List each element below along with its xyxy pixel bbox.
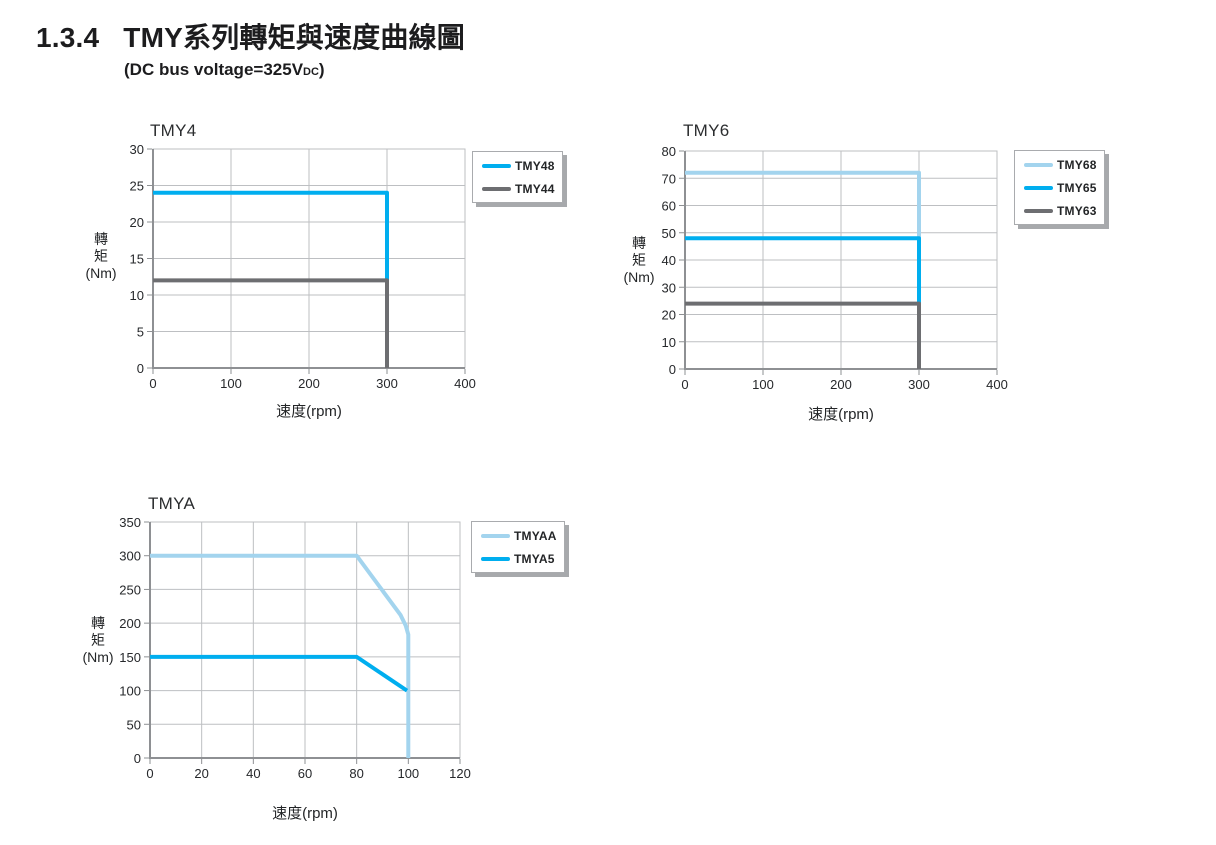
legend-line-swatch — [482, 186, 511, 191]
x-tick-label: 100 — [220, 376, 242, 391]
legend-label: TMY65 — [1057, 180, 1097, 195]
series-line-TMY48 — [153, 190, 389, 281]
legend-entry: TMY48 — [482, 154, 555, 177]
y-tick-label: 10 — [130, 288, 144, 303]
subtitle-prefix: (DC bus voltage=325V — [124, 60, 304, 79]
legend-entry: TMY68 — [1024, 153, 1097, 176]
chart-tmya-title: TMYA — [148, 494, 196, 513]
y-tick-label: 0 — [137, 361, 144, 376]
y-tick-label: 350 — [119, 515, 141, 530]
subtitle-suffix: ) — [318, 60, 325, 79]
series-line-TMY65 — [685, 236, 921, 304]
y-tick-label: 25 — [130, 179, 144, 194]
section-number: 1.3.4 — [36, 22, 100, 53]
legend-line-swatch — [1024, 185, 1053, 190]
x-tick-label: 400 — [986, 377, 1008, 392]
y-tick-label: 0 — [669, 362, 676, 377]
legend-line-swatch — [482, 163, 511, 168]
legend: TMY68 TMY65 TMY63 — [1014, 150, 1105, 225]
legend-label: TMYAA — [514, 528, 557, 543]
y-tick-label: 20 — [130, 215, 144, 230]
series-line-TMYAA — [150, 553, 411, 758]
legend-label: TMY63 — [1057, 203, 1097, 218]
legend-entry: TMYAA — [481, 524, 557, 547]
subtitle-subscript: DC — [303, 66, 319, 78]
y-tick-label: 150 — [119, 650, 141, 665]
series-line-TMYA5 — [150, 654, 409, 693]
series-line-TMY44 — [153, 278, 389, 368]
x-tick-label: 20 — [194, 766, 208, 781]
x-tick-label: 0 — [149, 376, 156, 391]
series-line-TMY63 — [685, 301, 921, 369]
x-tick-label: 400 — [454, 376, 476, 391]
chart-tmy6-title: TMY6 — [683, 121, 730, 140]
legend-entry: TMY65 — [1024, 176, 1097, 199]
chart-tmya-plot: 0 20 40 60 80 100 120 0 50 100 150 200 250 300 350 — [119, 515, 471, 781]
y-tick-label: 30 — [662, 280, 676, 295]
legend-label: TMY68 — [1057, 157, 1097, 172]
series-line-TMY68 — [685, 170, 921, 239]
x-axis-label: 速度(rpm) — [276, 403, 342, 420]
legend: TMY48 TMY44 — [472, 151, 563, 203]
x-tick-label: 0 — [146, 766, 153, 781]
y-tick-label: 30 — [130, 142, 144, 157]
y-tick-label: 60 — [662, 199, 676, 214]
x-tick-label: 80 — [349, 766, 363, 781]
y-tick-label: 100 — [119, 684, 141, 699]
x-tick-label: 100 — [752, 377, 774, 392]
section-title-text: TMY系列轉矩與速度曲線圖 — [123, 22, 465, 53]
legend: TMYAA TMYA5 — [471, 521, 565, 573]
y-tick-label: 50 — [662, 226, 676, 241]
chart-tmy4-title: TMY4 — [150, 121, 197, 140]
page-title: 1.3.4 TMY系列轉矩與速度曲線圖 — [36, 16, 465, 56]
chart-tmy6: TMY6 轉 矩 (Nm) 0 100 200 300 400 0 10 20 30 40 50 60… — [620, 112, 1132, 424]
y-tick-label: 200 — [119, 616, 141, 631]
y-tick-label: 300 — [119, 549, 141, 564]
y-tick-label: 70 — [662, 171, 676, 186]
y-axis-label: 轉 矩 (Nm) — [623, 235, 655, 285]
legend-line-swatch — [481, 533, 510, 538]
y-tick-label: 50 — [127, 717, 141, 732]
y-axis-label: 轉 矩 (Nm) — [82, 615, 114, 665]
y-tick-label: 0 — [134, 751, 141, 766]
chart-tmy4-plot: 0 100 200 300 400 0 5 10 15 20 25 30 — [130, 142, 476, 391]
y-tick-label: 40 — [662, 253, 676, 268]
legend-entry: TMY44 — [482, 177, 555, 200]
legend-label: TMY48 — [515, 158, 555, 173]
x-axis-label: 速度(rpm) — [272, 805, 338, 822]
x-axis-label: 速度(rpm) — [808, 406, 874, 423]
legend-entry: TMY63 — [1024, 199, 1097, 222]
legend-line-swatch — [481, 556, 510, 561]
y-tick-label: 20 — [662, 308, 676, 323]
y-tick-label: 15 — [130, 252, 144, 267]
x-tick-label: 0 — [681, 377, 688, 392]
y-tick-label: 5 — [137, 325, 144, 340]
y-tick-label: 80 — [662, 144, 676, 159]
y-tick-label: 250 — [119, 582, 141, 597]
subtitle: (DC bus voltage=325VDC) — [124, 60, 325, 80]
legend-line-swatch — [1024, 162, 1053, 167]
x-tick-label: 200 — [298, 376, 320, 391]
chart-tmya: TMYA 轉 矩 (Nm) 0 20 40 60 80 100 120 0 50 100 150 20… — [60, 487, 596, 837]
x-tick-label: 100 — [397, 766, 419, 781]
x-tick-label: 200 — [830, 377, 852, 392]
x-tick-label: 60 — [298, 766, 312, 781]
legend-line-swatch — [1024, 208, 1053, 213]
y-tick-label: 10 — [662, 335, 676, 350]
chart-tmy6-plot: 0 100 200 300 400 0 10 20 30 40 50 60 70 80 — [662, 144, 1008, 392]
chart-tmy4: TMY4 轉 矩 (Nm) 0 100 200 300 400 0 5 10 15 20 25 30 … — [85, 112, 585, 424]
legend-label: TMYA5 — [514, 551, 555, 566]
legend-label: TMY44 — [515, 181, 555, 196]
x-tick-label: 300 — [376, 376, 398, 391]
x-tick-label: 120 — [449, 766, 471, 781]
x-tick-label: 40 — [246, 766, 260, 781]
legend-entry: TMYA5 — [481, 547, 557, 570]
x-tick-label: 300 — [908, 377, 930, 392]
y-axis-label: 轉 矩 (Nm) — [85, 231, 117, 281]
